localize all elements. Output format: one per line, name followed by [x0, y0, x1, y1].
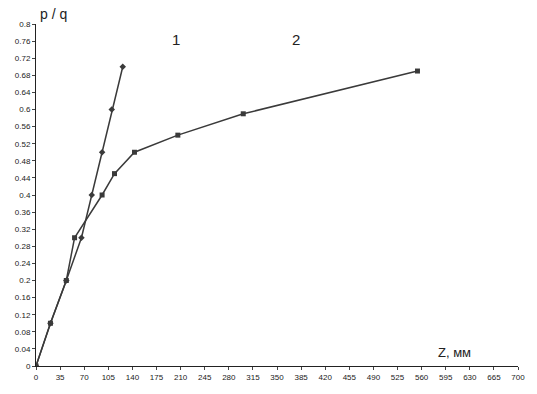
- svg-text:490: 490: [367, 373, 381, 382]
- svg-text:105: 105: [102, 373, 116, 382]
- svg-text:0.04: 0.04: [15, 345, 31, 354]
- svg-text:630: 630: [463, 373, 477, 382]
- svg-text:0.6: 0.6: [19, 105, 31, 114]
- svg-text:0: 0: [34, 373, 39, 382]
- svg-text:210: 210: [174, 373, 188, 382]
- svg-text:p / q: p / q: [40, 6, 67, 22]
- svg-text:700: 700: [511, 373, 525, 382]
- svg-text:1: 1: [172, 31, 180, 48]
- svg-text:0.44: 0.44: [15, 174, 31, 183]
- svg-text:525: 525: [391, 373, 405, 382]
- svg-text:0.64: 0.64: [15, 88, 31, 97]
- svg-text:560: 560: [415, 373, 429, 382]
- svg-text:2: 2: [292, 31, 300, 48]
- svg-text:0.8: 0.8: [19, 20, 31, 29]
- svg-text:0.4: 0.4: [19, 191, 31, 200]
- svg-text:0.52: 0.52: [15, 140, 31, 149]
- svg-text:0.48: 0.48: [15, 157, 31, 166]
- svg-text:140: 140: [126, 373, 140, 382]
- svg-text:Z, мм: Z, мм: [438, 345, 471, 360]
- svg-text:315: 315: [246, 373, 260, 382]
- svg-text:385: 385: [294, 373, 308, 382]
- svg-text:35: 35: [56, 373, 65, 382]
- svg-text:420: 420: [319, 373, 333, 382]
- svg-text:665: 665: [487, 373, 501, 382]
- svg-text:175: 175: [150, 373, 164, 382]
- svg-text:0.56: 0.56: [15, 122, 31, 131]
- svg-text:0: 0: [26, 362, 31, 371]
- svg-text:0.68: 0.68: [15, 71, 31, 80]
- svg-text:245: 245: [198, 373, 212, 382]
- svg-text:0.16: 0.16: [15, 293, 31, 302]
- svg-text:350: 350: [270, 373, 284, 382]
- svg-text:455: 455: [343, 373, 357, 382]
- svg-text:0.2: 0.2: [19, 276, 31, 285]
- svg-text:0.24: 0.24: [15, 259, 31, 268]
- svg-text:0.12: 0.12: [15, 311, 31, 320]
- svg-text:280: 280: [222, 373, 236, 382]
- svg-text:0.72: 0.72: [15, 54, 31, 63]
- svg-text:0.08: 0.08: [15, 328, 31, 337]
- svg-text:0.76: 0.76: [15, 37, 31, 46]
- svg-text:0.28: 0.28: [15, 242, 31, 251]
- svg-text:70: 70: [80, 373, 89, 382]
- svg-text:0.36: 0.36: [15, 208, 31, 217]
- svg-text:0.32: 0.32: [15, 225, 31, 234]
- svg-text:595: 595: [439, 373, 453, 382]
